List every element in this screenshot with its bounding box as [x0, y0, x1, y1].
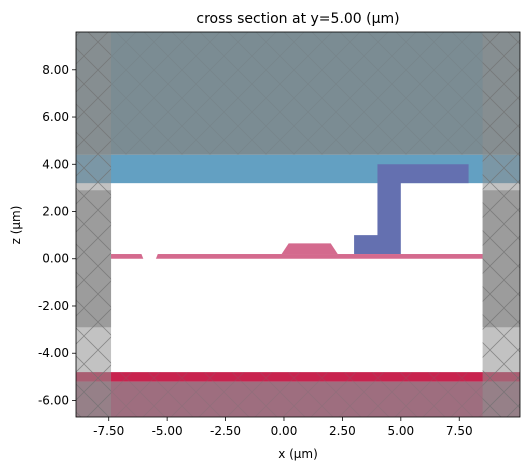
y-tick-label: 4.00	[42, 157, 69, 171]
y-tick-label: 2.00	[42, 205, 69, 219]
plot-frame	[75, 31, 521, 418]
y-axis: -6.00 -4.00 -2.00 0.00 2.00 4.00 6.00 8.00	[38, 63, 76, 407]
x-tick-label: 2.50	[329, 424, 356, 438]
metal-electrode-1	[354, 164, 469, 255]
pml-bottom-hatch	[111, 372, 483, 417]
x-axis-label: x (μm)	[278, 447, 318, 461]
chart-title: cross section at y=5.00 (μm)	[196, 11, 399, 27]
x-tick-label: 5.00	[387, 424, 414, 438]
pml-top-hatch	[111, 32, 483, 155]
pml-left-hatch	[76, 32, 112, 417]
x-tick-label: 0.00	[271, 424, 298, 438]
x-tick-label: -5.00	[152, 424, 183, 438]
pml-layer	[76, 32, 520, 417]
y-tick-label: -6.00	[38, 393, 69, 407]
x-tick-label: -7.50	[93, 424, 124, 438]
x-tick-label: -2.50	[210, 424, 241, 438]
waveguide-gap	[141, 254, 158, 266]
y-axis-label: z (μm)	[9, 206, 23, 245]
x-axis: -7.50 -5.00 -2.50 0.00 2.50 5.00 7.50	[93, 417, 473, 438]
y-tick-label: 0.00	[42, 252, 69, 266]
pml-right-hatch	[482, 32, 520, 417]
y-tick-label: 6.00	[42, 110, 69, 124]
structures-layer	[76, 164, 520, 266]
waveguide-slab	[76, 254, 520, 259]
y-tick-label: -4.00	[38, 346, 69, 360]
plot-area	[76, 32, 520, 417]
rib-waveguide	[281, 243, 338, 255]
y-tick-label: 8.00	[42, 63, 69, 77]
y-tick-label: -2.00	[38, 299, 69, 313]
x-tick-label: 7.50	[446, 424, 473, 438]
